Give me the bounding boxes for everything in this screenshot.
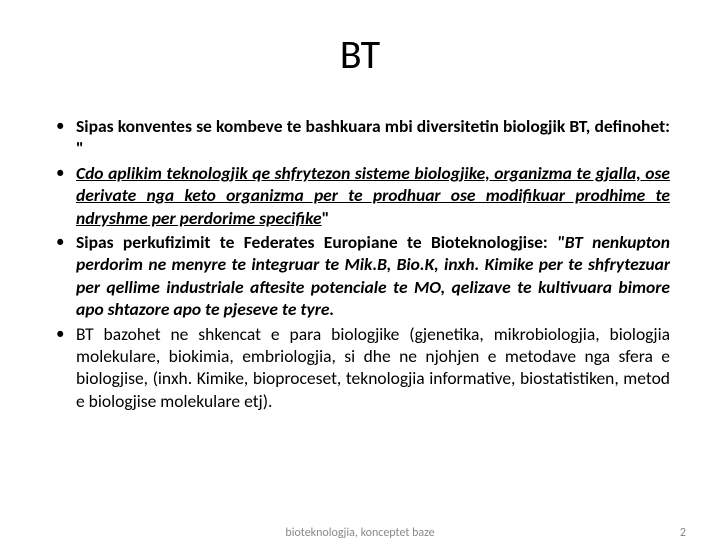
bullet-text-segment: "	[322, 207, 330, 229]
bullet-item: Sipas perkufizimit te Federates Europian…	[50, 231, 670, 321]
footer-center-text: bioteknologjia, konceptet baze	[0, 526, 720, 540]
bullet-item: Cdo aplikim teknologjik qe shfrytezon si…	[50, 162, 670, 229]
bullet-item: BT bazohet ne shkencat e para biologjike…	[50, 323, 670, 413]
slide-body: Sipas konventes se kombeve te bashkuara …	[50, 115, 670, 412]
bullet-text-segment: BT bazohet ne shkencat e para biologjike…	[76, 323, 670, 412]
bullet-list: Sipas konventes se kombeve te bashkuara …	[50, 115, 670, 412]
bullet-text-segment: Sipas perkufizimit te Federates Europian…	[76, 231, 548, 253]
footer-page-number: 2	[680, 526, 686, 540]
bullet-text-segment: Cdo aplikim teknologjik qe shfrytezon si…	[76, 162, 670, 229]
bullet-item: Sipas konventes se kombeve te bashkuara …	[50, 115, 670, 160]
bullet-text-segment: Sipas konventes se kombeve te bashkuara …	[76, 115, 670, 159]
slide: BT Sipas konventes se kombeve te bashkua…	[0, 0, 720, 540]
slide-title: BT	[50, 30, 670, 79]
